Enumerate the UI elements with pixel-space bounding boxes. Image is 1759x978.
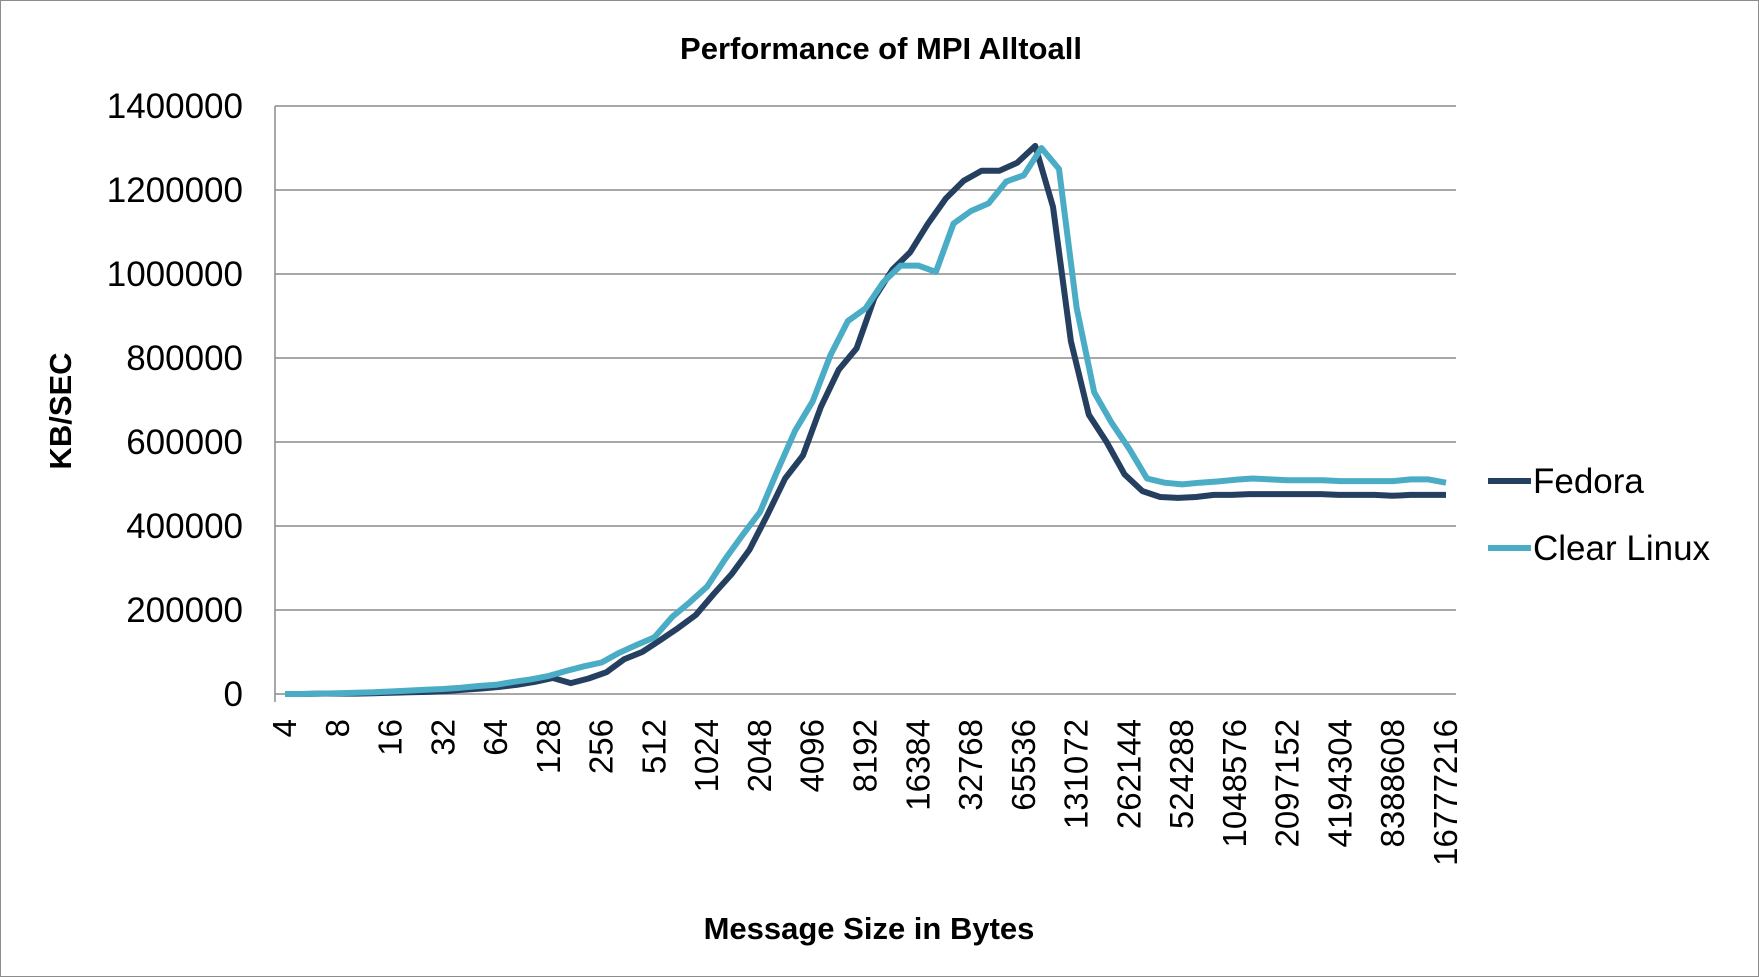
x-axis-ticks: 4 8 16 32 64 128 256 512 1024 2048 4096 8192 16384 32… (266, 719, 1464, 866)
x-tick-label: 4194304 (1321, 719, 1358, 847)
x-tick-label: 32 (424, 719, 461, 756)
y-tick-label: 200000 (126, 591, 243, 630)
x-tick-label: 16384 (899, 719, 936, 811)
y-tick-label: 1000000 (107, 255, 243, 294)
y-axis-ticks: 0 200000 400000 600000 800000 1000000 1200000 1… (107, 87, 243, 714)
legend-label: Fedora (1533, 462, 1644, 501)
x-tick-label: 8388608 (1374, 719, 1411, 847)
x-tick-label: 2097152 (1269, 719, 1306, 847)
chart-title: Performance of MPI Alltoall (680, 31, 1082, 66)
legend: Fedora Clear Linux (1488, 462, 1711, 568)
x-tick-label: 64 (477, 719, 514, 756)
x-tick-label: 16 (372, 719, 409, 756)
x-tick-label: 131072 (1058, 719, 1095, 829)
y-tick-label: 600000 (126, 423, 243, 462)
y-tick-label: 400000 (126, 507, 243, 546)
x-tick-label: 524288 (1163, 719, 1200, 829)
y-tick-label: 1400000 (107, 87, 243, 126)
x-tick-label: 8192 (847, 719, 884, 792)
x-axis-title: Message Size in Bytes (704, 911, 1035, 946)
y-tick-label: 800000 (126, 339, 243, 378)
x-tick-label: 128 (530, 719, 567, 774)
gridlines (274, 105, 1456, 702)
y-axis-title: KB/SEC (43, 352, 78, 469)
x-tick-label: 16777216 (1427, 719, 1464, 866)
x-tick-label: 8 (319, 719, 356, 737)
x-tick-label: 512 (635, 719, 672, 774)
x-tick-label: 262144 (1110, 719, 1147, 829)
x-tick-label: 256 (583, 719, 620, 774)
x-tick-label: 1048576 (1216, 719, 1253, 847)
y-tick-label: 1200000 (107, 171, 243, 210)
series-line-clear-linux (285, 145, 1447, 697)
x-tick-label: 1024 (688, 719, 725, 792)
y-tick-label: 0 (224, 675, 243, 714)
x-tick-label: 65536 (1005, 719, 1042, 811)
x-tick-label: 2048 (741, 719, 778, 792)
legend-label: Clear Linux (1533, 529, 1711, 568)
x-tick-label: 4 (266, 719, 303, 737)
x-tick-label: 4096 (794, 719, 831, 792)
series-lines (285, 142, 1447, 697)
x-tick-label: 32768 (952, 719, 989, 811)
series-line-fedora (285, 142, 1446, 697)
